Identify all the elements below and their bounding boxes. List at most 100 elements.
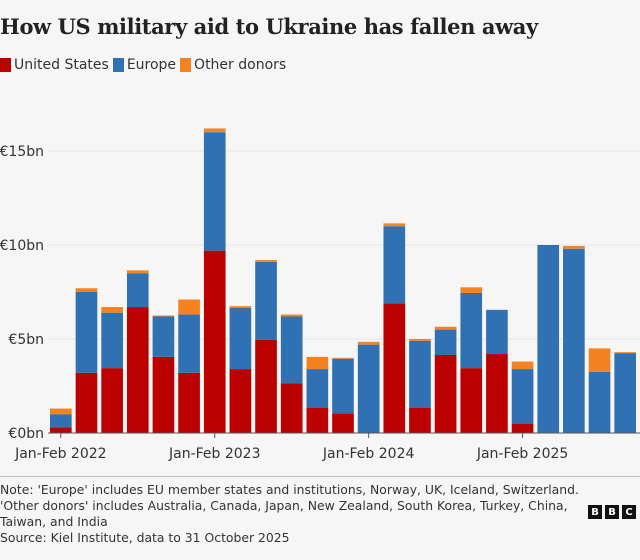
bar-group bbox=[537, 245, 560, 433]
bar-segment-europe bbox=[537, 245, 560, 433]
bar-segment-other-donors bbox=[255, 260, 277, 262]
legend-item-europe: Europe bbox=[112, 57, 177, 73]
x-tick-label: Jan-Feb 2022 bbox=[14, 446, 107, 462]
bar-segment-europe bbox=[563, 248, 585, 433]
bar-segment-united-states bbox=[460, 368, 483, 433]
bars bbox=[50, 128, 636, 433]
note-other-donors: 'Other donors' includes Australia, Canad… bbox=[0, 498, 568, 529]
bar-segment-united-states bbox=[280, 383, 303, 433]
bar-group bbox=[357, 341, 380, 433]
bar-group bbox=[383, 223, 406, 433]
bar-segment-other-donors bbox=[178, 299, 200, 315]
bar-segment-europe bbox=[588, 371, 611, 433]
bar-segment-united-states bbox=[434, 354, 457, 433]
legend-label: Europe bbox=[126, 57, 177, 73]
bar-group bbox=[332, 357, 354, 433]
bar-segment-europe bbox=[460, 292, 483, 369]
bar-group bbox=[486, 309, 508, 433]
note-europe: Note: 'Europe' includes EU member states… bbox=[0, 482, 579, 497]
bar-group bbox=[229, 306, 252, 433]
y-tick-label: €10bn bbox=[0, 238, 44, 254]
bar-segment-europe bbox=[511, 369, 534, 424]
legend: United States Europe Other donors bbox=[0, 57, 290, 73]
bar-segment-other-donors bbox=[229, 306, 252, 308]
bar-segment-united-states bbox=[486, 354, 508, 433]
y-tick-label: €0bn bbox=[8, 426, 44, 442]
bar-segment-europe bbox=[409, 340, 431, 408]
bar-segment-other-donors bbox=[101, 307, 123, 313]
bar-segment-other-donors bbox=[152, 315, 175, 317]
bar-group bbox=[563, 245, 585, 433]
bar-segment-united-states bbox=[178, 372, 200, 433]
y-tick-label: €15bn bbox=[0, 144, 44, 160]
bar-group bbox=[75, 288, 98, 433]
bar-segment-other-donors bbox=[75, 288, 98, 292]
legend-swatch-europe bbox=[112, 58, 124, 72]
legend-swatch-united-states bbox=[0, 58, 11, 72]
bar-segment-united-states bbox=[75, 372, 98, 433]
bar-group bbox=[152, 315, 175, 433]
bar-segment-united-states bbox=[332, 413, 354, 433]
bar-segment-other-donors bbox=[126, 270, 149, 274]
bar-segment-united-states bbox=[152, 356, 175, 433]
bar-segment-united-states bbox=[50, 427, 72, 433]
bbc-logo-letter: B bbox=[605, 505, 619, 519]
bar-segment-europe bbox=[203, 132, 226, 251]
bar-segment-other-donors bbox=[563, 245, 585, 249]
bar-group bbox=[50, 408, 72, 433]
bar-segment-other-donors bbox=[280, 314, 303, 317]
bar-group bbox=[203, 128, 226, 433]
legend-item-united-states: United States bbox=[0, 57, 109, 73]
bar-group bbox=[280, 314, 303, 433]
bar-group bbox=[101, 307, 123, 433]
legend-swatch-other-donors bbox=[180, 58, 192, 72]
bar-group bbox=[614, 352, 636, 433]
bar-segment-other-donors bbox=[409, 339, 431, 341]
bar-segment-europe bbox=[383, 226, 406, 304]
bar-segment-other-donors bbox=[511, 361, 534, 370]
bar-segment-other-donors bbox=[357, 341, 380, 345]
bar-segment-other-donors bbox=[588, 348, 611, 372]
bar-segment-other-donors bbox=[383, 223, 406, 227]
chart-title: How US military aid to Ukraine has falle… bbox=[0, 14, 538, 39]
bar-segment-europe bbox=[434, 329, 457, 355]
x-tick-label: Jan-Feb 2025 bbox=[476, 446, 569, 462]
x-tick-label: Jan-Feb 2024 bbox=[322, 446, 415, 462]
bar-segment-other-donors bbox=[614, 352, 636, 354]
bar-segment-europe bbox=[486, 309, 508, 355]
bar-segment-other-donors bbox=[332, 357, 354, 359]
bar-group bbox=[460, 287, 483, 433]
bar-segment-europe bbox=[306, 369, 329, 408]
source-text: Source: Kiel Institute, data to 31 Octob… bbox=[0, 530, 290, 545]
bar-segment-united-states bbox=[255, 339, 277, 433]
bar-segment-united-states bbox=[229, 369, 252, 433]
legend-label: Other donors bbox=[194, 57, 287, 73]
bar-segment-europe bbox=[280, 316, 303, 384]
bar-segment-europe bbox=[101, 312, 123, 369]
y-tick-label: €5bn bbox=[8, 332, 44, 348]
bar-segment-united-states bbox=[101, 368, 123, 433]
x-tick-label: Jan-Feb 2023 bbox=[168, 446, 261, 462]
bar-segment-europe bbox=[178, 314, 200, 373]
bar-group bbox=[511, 361, 534, 433]
bar-segment-europe bbox=[50, 414, 72, 428]
bar-segment-europe bbox=[614, 353, 636, 433]
bar-segment-europe bbox=[126, 273, 149, 308]
bbc-logo-letter: B bbox=[588, 505, 602, 519]
legend-item-other-donors: Other donors bbox=[180, 57, 286, 73]
axes: €0bn €5bn €10bn €15bn Jan-Feb 2022 Jan-Feb 20… bbox=[0, 144, 640, 462]
bar-segment-europe bbox=[229, 307, 252, 370]
bar-group bbox=[255, 260, 277, 433]
bbc-logo-letter: C bbox=[622, 505, 636, 519]
bar-group bbox=[588, 348, 611, 433]
bar-segment-europe bbox=[255, 261, 277, 340]
bar-group bbox=[126, 270, 149, 433]
bar-segment-united-states bbox=[126, 307, 149, 433]
bar-segment-europe bbox=[152, 316, 175, 357]
bar-segment-europe bbox=[357, 344, 380, 433]
bar-segment-other-donors bbox=[50, 408, 72, 415]
bar-segment-other-donors bbox=[203, 128, 226, 133]
footer-divider bbox=[0, 476, 640, 477]
bar-group bbox=[178, 299, 200, 433]
bar-segment-united-states bbox=[383, 303, 406, 433]
